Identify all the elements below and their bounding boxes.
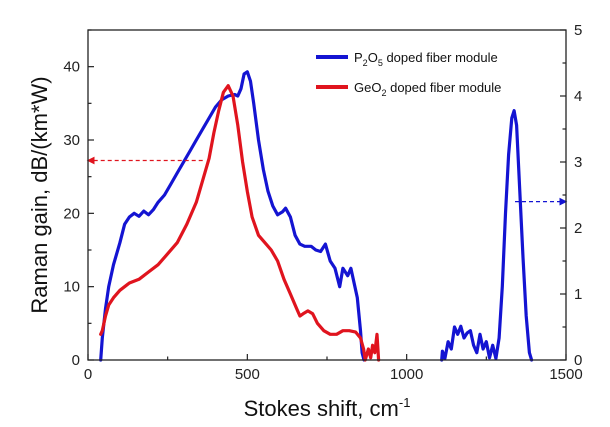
series-line-geo2-seg-0 [99,84,381,362]
x-tick-label-0: 0 [84,366,92,383]
axis-indicator-arrows [86,156,568,206]
x-tick-label-1500: 1500 [549,366,582,383]
series-layer [99,70,534,362]
y-right-tick-label-4: 4 [574,88,582,105]
y-left-tick-label-30: 30 [63,132,80,149]
legend: P2O5 doped fiber module GeO2 doped fiber… [316,50,501,98]
y-right-tick-label-1: 1 [574,286,582,303]
y-left-tick-label-40: 40 [63,59,80,76]
y-left-tick-label-20: 20 [63,205,80,222]
series-line-p2o5-seg-0 [99,70,366,362]
y-right-tick-label-2: 2 [574,220,582,237]
y-left-tick-label-10: 10 [63,279,80,296]
y-right-tick-label-3: 3 [574,154,582,171]
y-right-tick-label-5: 5 [574,22,582,39]
legend-label-geo2: GeO2 doped fiber module [354,80,501,98]
x-tick-label-500: 500 [235,366,260,383]
x-tick-label-1000: 1000 [390,366,423,383]
y-axis-title: Raman gain, dB/(km*W) [27,76,52,313]
y-right-tick-label-0: 0 [574,352,582,369]
x-axis-title: Stokes shift, cm-1 [244,395,411,421]
legend-label-p2o5: P2O5 doped fiber module [354,50,498,68]
tick-marks [87,29,567,361]
series-line-p2o5-seg-1 [440,109,534,362]
y-left-tick-label-0: 0 [72,352,80,369]
